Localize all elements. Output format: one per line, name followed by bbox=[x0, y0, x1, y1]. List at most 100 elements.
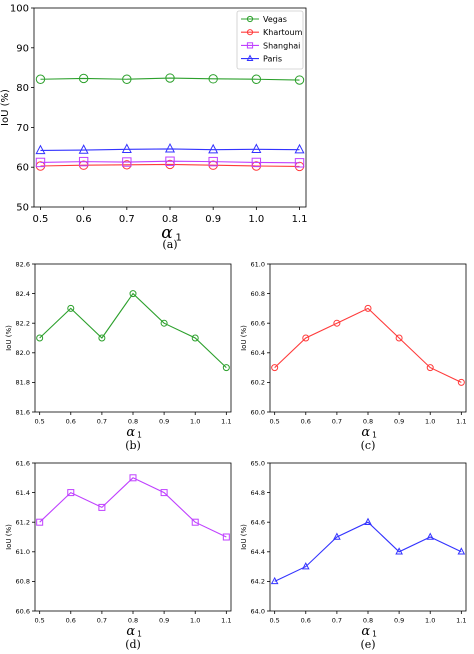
y-tick-label: 60.8 bbox=[16, 578, 30, 586]
data-point bbox=[208, 156, 218, 167]
data-point bbox=[35, 74, 46, 84]
x-axis-label-subscript: 1 bbox=[175, 233, 181, 244]
plot-frame bbox=[34, 263, 232, 413]
data-point bbox=[165, 156, 175, 166]
data-point bbox=[426, 364, 434, 372]
series-line bbox=[39, 292, 227, 368]
data-point bbox=[67, 489, 75, 497]
x-tick-label: 0.9 bbox=[394, 617, 404, 625]
subfigure-caption: (d) bbox=[125, 638, 141, 651]
x-tick-label: 1.0 bbox=[425, 617, 435, 625]
x-tick-label: 0.9 bbox=[159, 617, 169, 625]
y-tick-label: 60.6 bbox=[251, 319, 265, 327]
x-axis-label-subscript: 1 bbox=[372, 431, 377, 440]
data-point bbox=[294, 158, 305, 168]
y-tick-label: 82.4 bbox=[16, 290, 30, 298]
data-point bbox=[222, 364, 230, 372]
plot-frame bbox=[269, 263, 467, 413]
x-tick-label: 1.1 bbox=[221, 418, 231, 426]
data-point bbox=[364, 517, 372, 525]
x-tick-label: 0.6 bbox=[76, 214, 92, 225]
series-line-khartoum bbox=[40, 163, 300, 167]
y-axis-label: IoU (%) bbox=[240, 325, 248, 351]
data-point bbox=[270, 576, 279, 585]
y-tick-label: 60.2 bbox=[251, 379, 265, 387]
data-point bbox=[36, 334, 44, 342]
x-tick-label: 1.0 bbox=[190, 617, 200, 625]
y-tick-label: 61.4 bbox=[16, 489, 30, 497]
chart-5: 64.0 64.2 64.4 64.6 64.8 65.0 0.5 0.6 0.7 0.8 0.9 1… bbox=[240, 459, 467, 651]
data-point bbox=[457, 378, 465, 386]
y-axis-label: IoU (%) bbox=[5, 325, 13, 351]
data-point bbox=[251, 74, 262, 84]
y-tick-label: 90 bbox=[16, 43, 29, 54]
y-tick-label: 82.6 bbox=[16, 260, 30, 268]
data-point bbox=[333, 319, 341, 327]
x-tick-label: 0.6 bbox=[66, 617, 76, 625]
x-tick-label: 0.5 bbox=[34, 418, 44, 426]
y-tick-label: 60.6 bbox=[16, 607, 30, 615]
chart-4: 60.6 60.8 61.0 61.2 61.4 61.6 0.5 0.6 0.7 0.8 0.9 1… bbox=[5, 459, 232, 651]
x-tick-label: 0.9 bbox=[159, 418, 169, 426]
legend-label: Khartoum bbox=[263, 28, 303, 37]
y-tick-label: 50 bbox=[16, 203, 29, 214]
plot-frame bbox=[34, 462, 232, 612]
x-tick-label: 0.7 bbox=[97, 617, 107, 625]
x-tick-label: 0.6 bbox=[66, 418, 76, 426]
x-tick-label: 0.7 bbox=[332, 418, 342, 426]
x-axis-label: α bbox=[126, 425, 135, 440]
y-tick-label: 61.2 bbox=[16, 518, 30, 526]
x-tick-label: 0.8 bbox=[128, 617, 138, 625]
data-point bbox=[395, 547, 403, 555]
x-tick-label: 1.1 bbox=[292, 214, 308, 225]
legend-marker bbox=[246, 54, 254, 62]
y-tick-label: 80 bbox=[16, 83, 29, 94]
y-axis-label: IoU (%) bbox=[0, 89, 11, 126]
x-axis-label: α bbox=[126, 624, 135, 639]
data-point bbox=[160, 489, 168, 497]
data-point bbox=[301, 562, 310, 570]
x-tick-label: 1.0 bbox=[248, 214, 264, 225]
series-line bbox=[39, 477, 227, 538]
y-tick-label: 64.4 bbox=[251, 548, 265, 556]
x-tick-label: 0.5 bbox=[269, 617, 279, 625]
data-point bbox=[78, 156, 89, 167]
legend-marker bbox=[246, 42, 254, 49]
y-tick-label: 60.4 bbox=[251, 349, 265, 357]
y-tick-label: 70 bbox=[16, 123, 29, 134]
data-point bbox=[251, 157, 262, 168]
legend-label: Shanghai bbox=[263, 41, 300, 50]
series-line bbox=[274, 521, 462, 582]
x-tick-label: 0.7 bbox=[332, 617, 342, 625]
legend-label: Vegas bbox=[263, 15, 287, 24]
data-point bbox=[164, 142, 176, 153]
data-point bbox=[165, 73, 175, 83]
y-tick-label: 61.6 bbox=[16, 459, 30, 467]
legend: Vegas Khartoum Shanghai Paris bbox=[236, 10, 304, 70]
subfigure-caption: (e) bbox=[360, 638, 375, 651]
x-tick-label: 1.1 bbox=[456, 418, 466, 426]
x-tick-label: 1.0 bbox=[425, 418, 435, 426]
data-point bbox=[122, 157, 132, 167]
x-tick-label: 0.8 bbox=[128, 418, 138, 426]
y-tick-label: 64.8 bbox=[251, 489, 265, 497]
y-tick-label: 81.8 bbox=[16, 379, 30, 387]
plot-frame bbox=[269, 462, 467, 612]
x-axis-label-subscript: 1 bbox=[372, 630, 377, 639]
data-point bbox=[271, 364, 279, 372]
subfigure-caption: (b) bbox=[125, 439, 141, 452]
x-axis-label: α bbox=[161, 223, 173, 243]
y-tick-label: 82.2 bbox=[16, 319, 30, 327]
data-point bbox=[208, 143, 219, 154]
y-tick-label: 60.0 bbox=[251, 408, 265, 416]
y-tick-label: 60.8 bbox=[251, 290, 265, 298]
data-point bbox=[251, 143, 262, 153]
x-tick-label: 0.5 bbox=[34, 617, 44, 625]
data-point bbox=[364, 304, 372, 312]
y-tick-label: 64.0 bbox=[251, 607, 265, 615]
data-point bbox=[67, 304, 75, 312]
data-point bbox=[35, 144, 46, 155]
data-point bbox=[78, 144, 89, 154]
y-tick-label: 60 bbox=[16, 163, 29, 174]
x-tick-label: 0.6 bbox=[301, 617, 311, 625]
